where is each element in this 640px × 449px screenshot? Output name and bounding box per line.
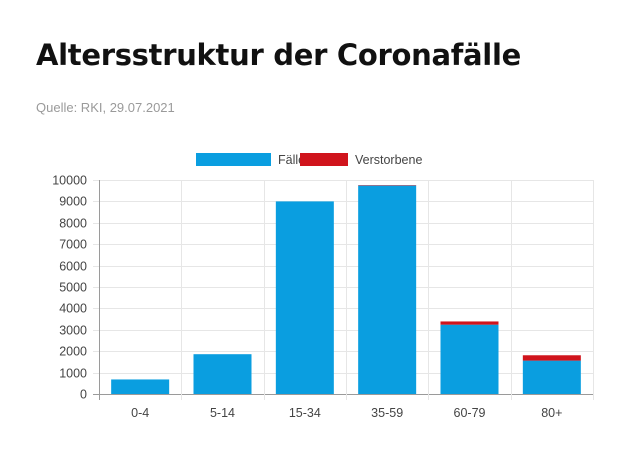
- source-note: Quelle: RKI, 29.07.2021: [36, 100, 175, 115]
- bar-verstorbene: [440, 321, 499, 325]
- bar-faelle: [440, 324, 499, 394]
- y-tick-label: 4000: [59, 302, 87, 316]
- x-tick-label: 80+: [541, 406, 562, 420]
- legend-swatch: [196, 153, 271, 166]
- y-tick-label: 7000: [59, 238, 87, 252]
- bar-faelle: [111, 379, 170, 394]
- bar-faelle: [358, 185, 417, 394]
- chart-title: Altersstruktur der Coronafälle: [36, 38, 521, 72]
- x-axis-ticks: 0-4 5-14 15-34 35-59 60-79 80+: [131, 406, 562, 420]
- y-tick-label: 2000: [59, 345, 87, 359]
- y-tick-label: 0: [80, 388, 87, 402]
- y-tick-label: 10000: [52, 174, 87, 188]
- y-axis-ticks: 0 1000 2000 3000 4000 5000 6000 7000 8000 9000 100…: [52, 174, 87, 402]
- legend-swatch: [300, 153, 348, 166]
- x-tick-label: 15-34: [289, 406, 321, 420]
- grid-lines: [93, 180, 594, 400]
- legend-label: Verstorbene: [355, 153, 422, 167]
- y-tick-label: 6000: [59, 260, 87, 274]
- bar-faelle: [193, 354, 252, 394]
- y-tick-label: 1000: [59, 367, 87, 381]
- legend-label: Fälle: [278, 153, 305, 167]
- x-tick-label: 5-14: [210, 406, 235, 420]
- x-tick-label: 0-4: [131, 406, 149, 420]
- bar-faelle: [275, 201, 334, 394]
- y-tick-label: 9000: [59, 195, 87, 209]
- y-tick-label: 3000: [59, 324, 87, 338]
- x-tick-label: 60-79: [454, 406, 486, 420]
- y-tick-label: 8000: [59, 217, 87, 231]
- bar-verstorbene: [522, 355, 581, 361]
- x-tick-label: 35-59: [371, 406, 403, 420]
- bar-faelle: [522, 360, 581, 394]
- y-tick-label: 5000: [59, 281, 87, 295]
- legend: Fälle Verstorbene: [196, 153, 422, 167]
- bars: [111, 185, 581, 394]
